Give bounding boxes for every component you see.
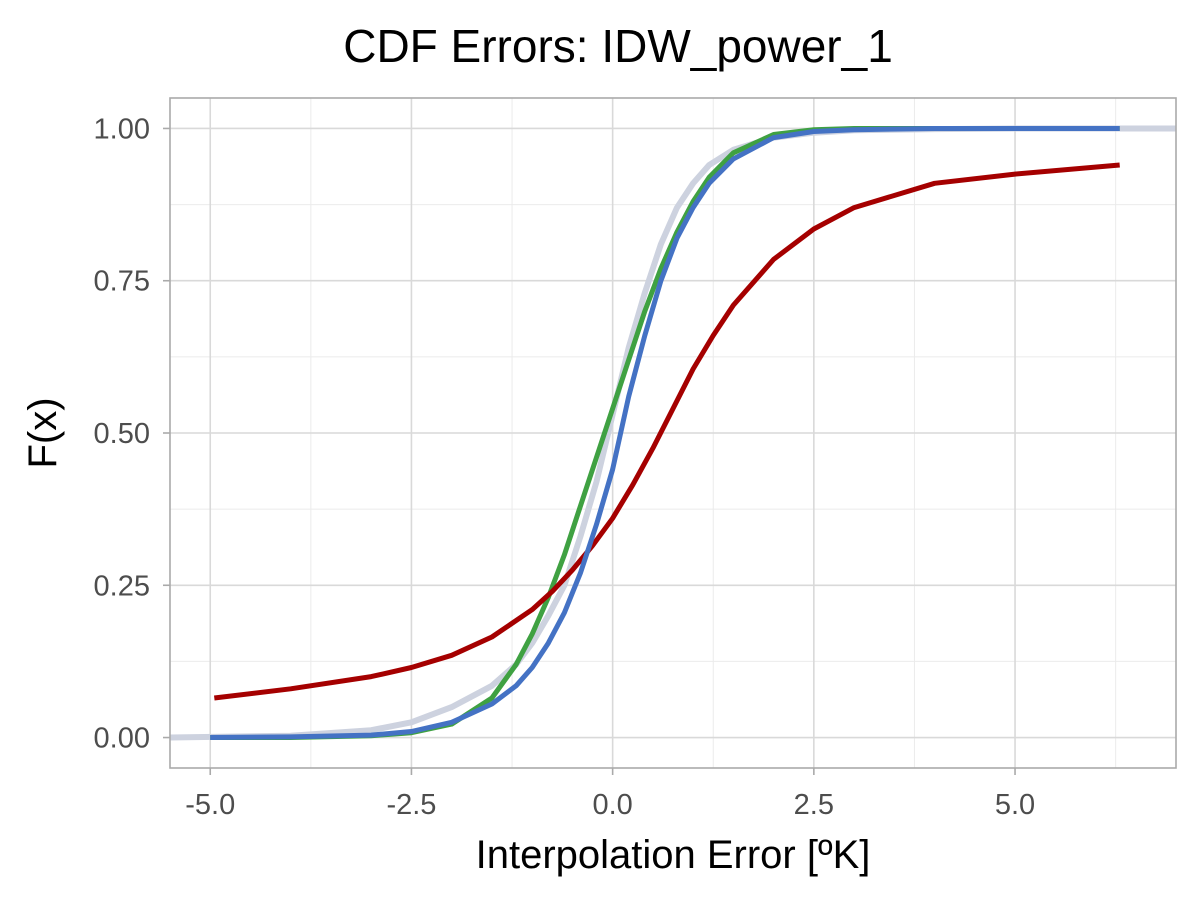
x-tick-label: 0.0 <box>592 789 632 821</box>
series-line-4 <box>210 126 1120 740</box>
x-tick-label: 5.0 <box>995 789 1035 821</box>
y-tick-label: 0.50 <box>94 418 150 450</box>
x-tick-label: -5.0 <box>185 789 235 821</box>
tick-labels: -5.0 -2.5 0.0 2.5 5.0 0.00 0.25 0.50 0.75 1.00 <box>94 113 1036 821</box>
y-tick-label: 0.75 <box>94 266 150 298</box>
series-line-3 <box>214 162 1120 701</box>
y-tick-label: 1.00 <box>94 113 150 145</box>
x-tick-label: 2.5 <box>794 789 834 821</box>
x-axis-label: Interpolation Error [ºK] <box>476 833 871 877</box>
grid <box>170 98 1176 768</box>
x-tick-label: -2.5 <box>386 789 436 821</box>
y-axis-label: F(x) <box>21 397 65 468</box>
chart-title: CDF Errors: IDW_power_1 <box>343 20 893 72</box>
series-lines <box>169 125 1176 741</box>
y-tick-label: 0.25 <box>94 570 150 602</box>
y-tick-label: 0.00 <box>94 723 150 755</box>
